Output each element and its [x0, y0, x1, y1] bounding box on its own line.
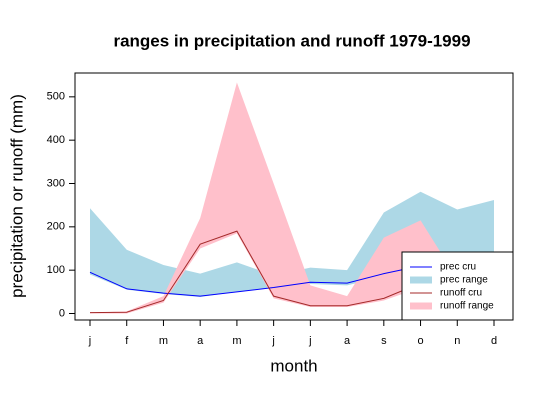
x-tick-label: j	[308, 335, 311, 347]
x-tick-label: f	[125, 335, 129, 347]
y-axis-label: precipitation or runoff (mm)	[7, 94, 26, 298]
y-tick-label: 0	[59, 307, 65, 319]
range-band	[90, 82, 494, 314]
plot-frame	[74, 72, 514, 321]
legend-label: runoff cru	[440, 288, 482, 299]
x-tick-label: j	[271, 335, 274, 347]
x-tick-label: m	[159, 335, 168, 347]
y-tick-label: 200	[47, 221, 65, 233]
x-axis-label: month	[270, 356, 317, 375]
legend-label: prec cru	[440, 262, 476, 273]
y-tick-label: 500	[47, 91, 65, 103]
x-tick-label: n	[454, 335, 460, 347]
x-tick-label: d	[491, 335, 497, 347]
x-tick-label: a	[344, 335, 351, 347]
y-tick-label: 100	[47, 264, 65, 276]
x-tick-label: a	[197, 335, 204, 347]
x-tick-label: o	[417, 335, 423, 347]
x-tick-label: m	[232, 335, 241, 347]
legend-label: prec range	[440, 275, 488, 286]
chart-title: ranges in precipitation and runoff 1979-…	[113, 31, 470, 50]
y-tick-label: 400	[47, 134, 65, 146]
legend-label: runoff range	[440, 301, 494, 312]
x-tick-label: s	[381, 335, 387, 347]
x-tick-label: j	[88, 335, 91, 347]
y-tick-label: 300	[47, 177, 65, 189]
